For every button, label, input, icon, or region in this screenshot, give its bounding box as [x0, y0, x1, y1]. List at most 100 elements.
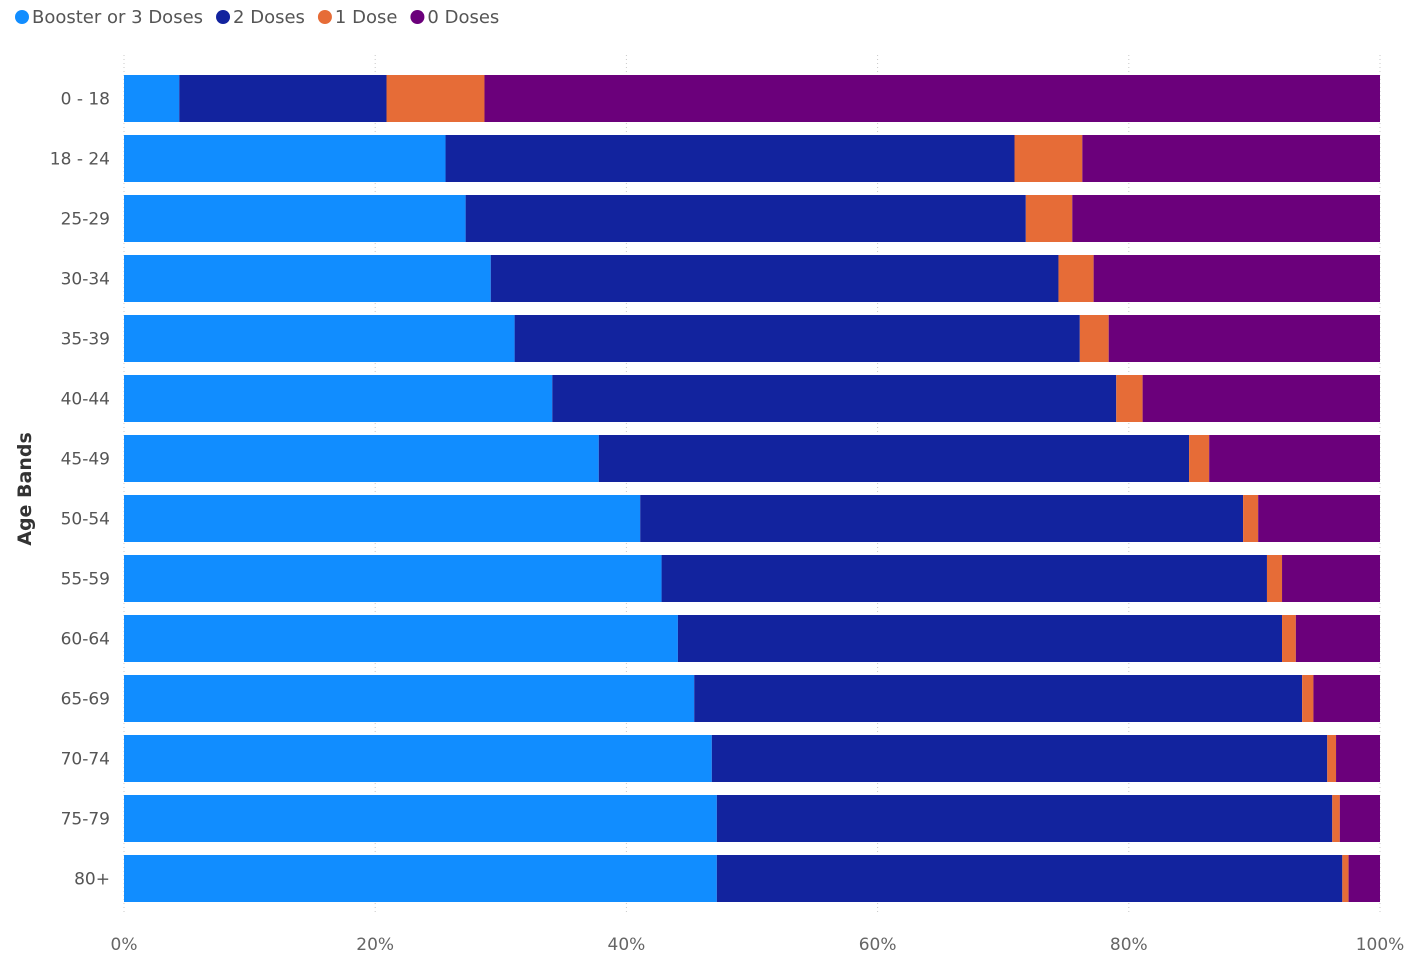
bar-row: [124, 315, 1380, 362]
bar-segment[interactable]: [124, 855, 717, 902]
bar-segment[interactable]: [677, 615, 1283, 662]
bar-segment[interactable]: [124, 375, 553, 422]
bar-segment[interactable]: [124, 795, 717, 842]
bar-segment[interactable]: [124, 315, 515, 362]
gridlines: [123, 55, 1381, 912]
bar-segment[interactable]: [1072, 195, 1380, 242]
bar-segment[interactable]: [1093, 255, 1380, 302]
bar-segment[interactable]: [1082, 135, 1380, 182]
category-label: 30-34: [61, 270, 110, 290]
bar-segment[interactable]: [1058, 255, 1094, 302]
bar-segment[interactable]: [445, 135, 1015, 182]
bar-segment[interactable]: [1282, 615, 1296, 662]
legend: Booster or 3 Doses 2 Doses 1 Dose 0 Doses: [15, 7, 499, 28]
bar-segment[interactable]: [1295, 615, 1380, 662]
bar-row: [124, 615, 1380, 662]
bar-segment[interactable]: [1142, 375, 1380, 422]
category-label: 40-44: [61, 390, 110, 410]
bar-segment[interactable]: [124, 75, 180, 122]
legend-item[interactable]: 2 Doses: [216, 7, 305, 28]
bar-segment[interactable]: [1079, 315, 1109, 362]
bar-row: [124, 375, 1380, 422]
category-label: 80+: [74, 870, 110, 890]
legend-label: 1 Dose: [335, 7, 398, 28]
bar-segment[interactable]: [179, 75, 387, 122]
bar-segment[interactable]: [716, 795, 1333, 842]
bar-segment[interactable]: [1327, 735, 1337, 782]
legend-marker: [15, 10, 29, 24]
category-label: 50-54: [61, 510, 110, 530]
x-tick-label: 20%: [356, 935, 394, 954]
bar-segment[interactable]: [1258, 495, 1380, 542]
bar-segment[interactable]: [124, 555, 662, 602]
x-tick-label: 80%: [1110, 935, 1148, 954]
legend-item[interactable]: Booster or 3 Doses: [15, 7, 203, 28]
legend-label: 0 Doses: [427, 7, 499, 28]
category-label: 75-79: [61, 810, 110, 830]
bar-segment[interactable]: [1025, 195, 1073, 242]
bar-segment[interactable]: [1282, 555, 1380, 602]
bar-segment[interactable]: [124, 615, 678, 662]
bar-segment[interactable]: [694, 675, 1303, 722]
category-label: 18 - 24: [50, 150, 110, 170]
category-label: 65-69: [61, 690, 110, 710]
bar-segment[interactable]: [1189, 435, 1210, 482]
bar-row: [124, 795, 1380, 842]
category-label: 35-39: [61, 330, 110, 350]
bar-row: [124, 735, 1380, 782]
bar-row: [124, 255, 1380, 302]
bar-segment[interactable]: [1313, 675, 1380, 722]
bar-row: [124, 675, 1380, 722]
bar-segment[interactable]: [386, 75, 485, 122]
x-tick-label: 0%: [111, 935, 138, 954]
bar-segment[interactable]: [1348, 855, 1380, 902]
bar-row: [124, 435, 1380, 482]
bar-segment[interactable]: [1342, 855, 1349, 902]
bar-segment[interactable]: [124, 255, 491, 302]
bar-segment[interactable]: [1332, 795, 1340, 842]
legend-marker: [410, 10, 425, 24]
bar-segment[interactable]: [711, 735, 1328, 782]
bar-segment[interactable]: [1243, 495, 1259, 542]
legend-marker: [317, 10, 332, 24]
category-label: 45-49: [61, 450, 110, 470]
bar-segment[interactable]: [552, 375, 1117, 422]
x-tick-label: 60%: [859, 935, 897, 954]
bar-segment[interactable]: [661, 555, 1267, 602]
bar-segment[interactable]: [465, 195, 1026, 242]
category-label: 55-59: [61, 570, 110, 590]
bar-row: [124, 495, 1380, 542]
bar-segment[interactable]: [1014, 135, 1083, 182]
category-label: 0 - 18: [61, 90, 110, 110]
legend-label: 2 Doses: [233, 7, 305, 28]
bar-segment[interactable]: [1266, 555, 1283, 602]
bar-segment[interactable]: [1209, 435, 1380, 482]
bar-segment[interactable]: [1302, 675, 1314, 722]
bar-row: [124, 135, 1380, 182]
bar-segment[interactable]: [124, 735, 712, 782]
bar-segment[interactable]: [484, 75, 1380, 122]
bar-segment[interactable]: [124, 435, 599, 482]
bar-segment[interactable]: [124, 495, 641, 542]
bar-segment[interactable]: [598, 435, 1190, 482]
bar-segment[interactable]: [1336, 735, 1380, 782]
y-axis-title: Age Bands: [14, 432, 36, 546]
bar-segment[interactable]: [124, 135, 446, 182]
bar-segment[interactable]: [124, 195, 466, 242]
x-tick-label: 40%: [608, 935, 646, 954]
bar-row: [124, 75, 1380, 122]
bar-segment[interactable]: [716, 855, 1343, 902]
bar-segment[interactable]: [640, 495, 1244, 542]
bar-segment[interactable]: [490, 255, 1059, 302]
bar-segment[interactable]: [514, 315, 1080, 362]
bar-segment[interactable]: [124, 675, 695, 722]
bar-segment[interactable]: [1116, 375, 1143, 422]
bar-row: [124, 555, 1380, 602]
legend-item[interactable]: 1 Dose: [317, 7, 398, 28]
legend-marker: [216, 10, 231, 24]
bar-row: [124, 855, 1380, 902]
legend-item[interactable]: 0 Doses: [410, 7, 499, 28]
bar-segment[interactable]: [1108, 315, 1380, 362]
bar-segment[interactable]: [1339, 795, 1380, 842]
